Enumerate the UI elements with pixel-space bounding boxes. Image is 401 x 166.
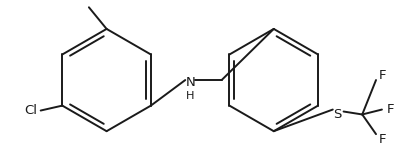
Text: F: F <box>387 103 394 116</box>
Text: Cl: Cl <box>25 104 38 117</box>
Text: F: F <box>379 69 387 82</box>
Text: H: H <box>186 91 195 101</box>
Text: N: N <box>186 76 196 88</box>
Text: S: S <box>334 108 342 121</box>
Text: F: F <box>379 132 387 146</box>
